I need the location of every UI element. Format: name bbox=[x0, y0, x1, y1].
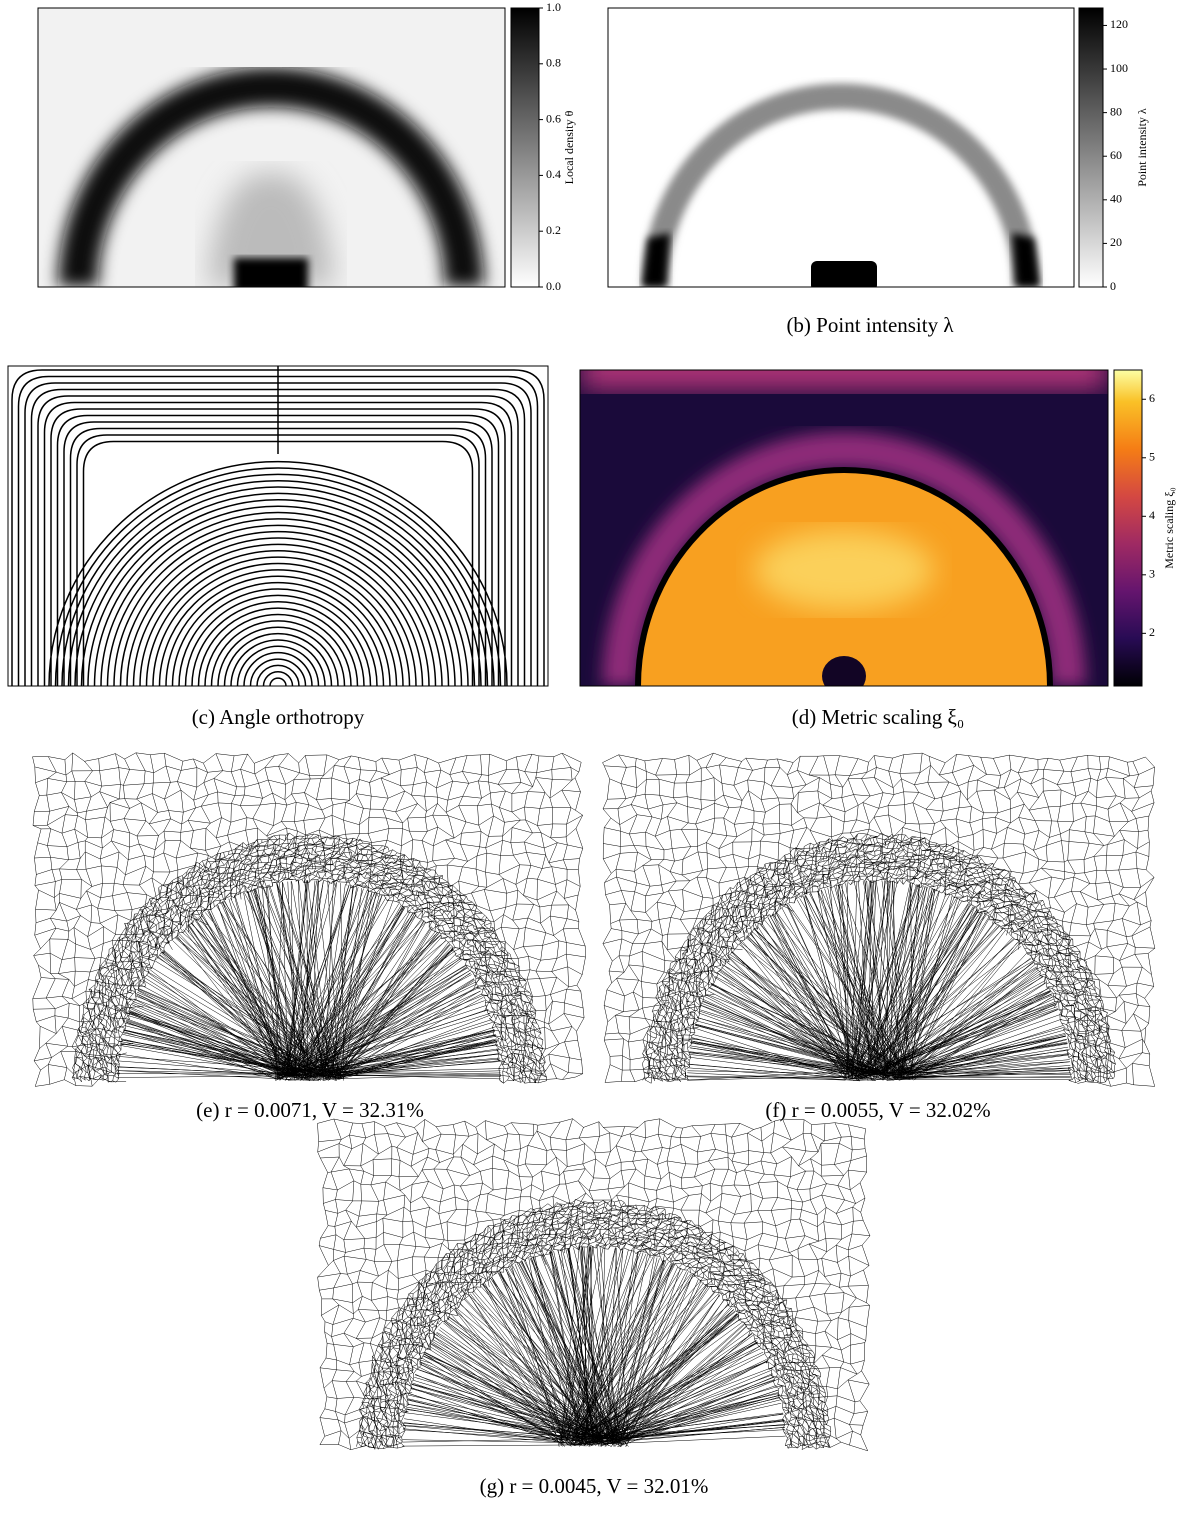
metric-map bbox=[579, 369, 1109, 687]
colorbar-label: Metric scaling ξ₀ bbox=[1162, 487, 1176, 569]
colorbar-tick-label: 1.0 bbox=[546, 0, 561, 14]
colorbar-tick-label: 6 bbox=[1149, 391, 1155, 405]
mesh-plot bbox=[317, 1118, 871, 1452]
colorbar-tick-label: 0.2 bbox=[546, 223, 561, 237]
mesh-plot bbox=[602, 752, 1156, 1087]
colorbar-tick-label: 60 bbox=[1110, 148, 1122, 162]
colorbar bbox=[510, 7, 540, 288]
colorbar-tick-label: 100 bbox=[1110, 61, 1128, 75]
colorbar-tick-label: 5 bbox=[1149, 450, 1155, 464]
caption: (b) Point intensity λ bbox=[786, 313, 954, 337]
colorbar-tick-label: 2 bbox=[1149, 625, 1155, 639]
colorbar bbox=[1113, 369, 1143, 687]
colorbar-tick-label: 0 bbox=[1110, 279, 1116, 293]
colorbar-tick-label: 80 bbox=[1110, 104, 1122, 118]
density-map bbox=[37, 7, 506, 288]
colorbar-label: Local density θ bbox=[562, 110, 576, 184]
colorbar-tick-label: 0.4 bbox=[546, 167, 561, 181]
mesh bbox=[317, 1118, 871, 1452]
caption: (c) Angle orthotropy bbox=[192, 705, 365, 729]
caption: (d) Metric scaling ξ₀ bbox=[792, 705, 964, 729]
mesh-plot bbox=[32, 752, 586, 1087]
colorbar-tick-label: 120 bbox=[1110, 17, 1128, 31]
colorbar-tick-label: 40 bbox=[1110, 192, 1122, 206]
colorbar-tick-label: 3 bbox=[1149, 567, 1155, 581]
mesh bbox=[602, 752, 1156, 1087]
colorbar-tick-label: 0.8 bbox=[546, 56, 561, 70]
colorbar-tick-label: 4 bbox=[1149, 508, 1155, 522]
caption: (g) r = 0.0045, V = 32.01% bbox=[480, 1474, 709, 1498]
caption: (f) r = 0.0055, V = 32.02% bbox=[765, 1098, 990, 1122]
colorbar bbox=[1078, 7, 1104, 288]
colorbar-tick-label: 0.6 bbox=[546, 111, 561, 125]
colorbar-tick-label: 0.0 bbox=[546, 279, 561, 293]
colorbar-label: Point intensity λ bbox=[1135, 108, 1149, 187]
colorbar-tick-label: 20 bbox=[1110, 235, 1122, 249]
streamline-plot bbox=[7, 365, 549, 687]
mesh bbox=[32, 752, 586, 1087]
intensity-map bbox=[607, 7, 1075, 288]
streamlines bbox=[11, 366, 545, 687]
caption: (e) r = 0.0071, V = 32.31% bbox=[196, 1098, 424, 1122]
